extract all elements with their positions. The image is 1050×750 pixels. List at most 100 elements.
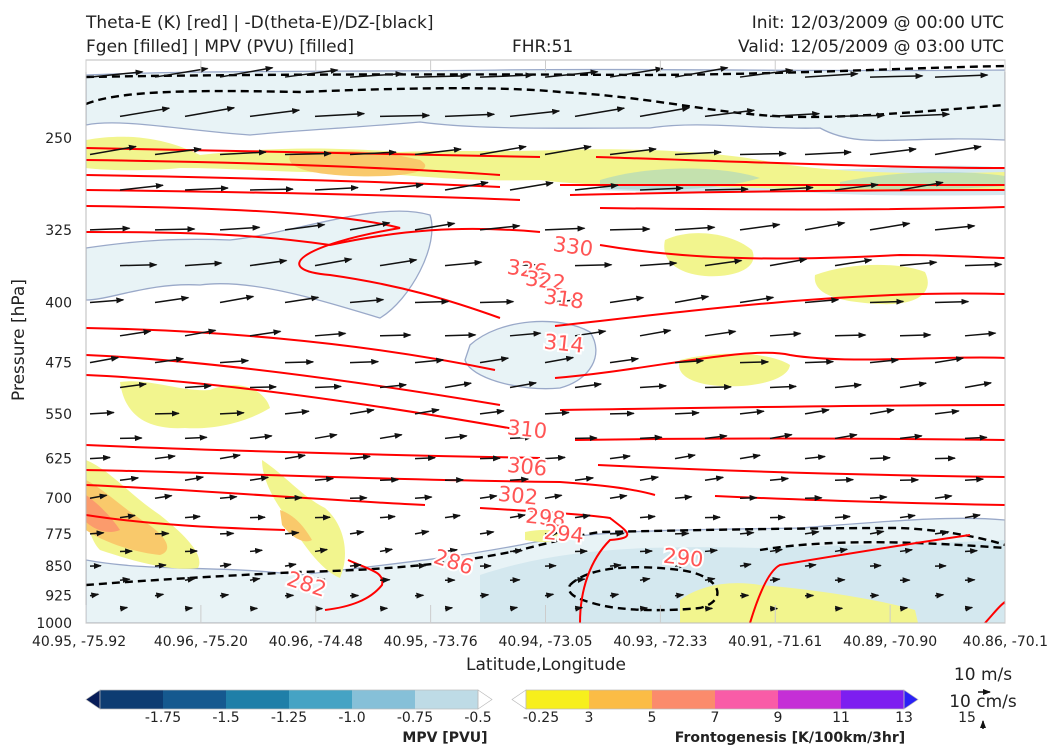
wind-vector [379,432,403,440]
wind-vector [574,106,626,118]
wind-vector [314,547,329,554]
wind-vector [769,476,790,483]
wind-vector [154,66,209,78]
valid-time: Valid: 12/05/2009 @ 03:00 UTC [738,37,1004,57]
dthetae-dz-contour-upper [86,87,1005,119]
wind-vector [249,186,294,193]
wind-vector [544,144,592,156]
wind-vector [869,298,905,305]
theta-e-286 [86,484,629,623]
colorbar-extend-high [477,689,493,710]
wind-vector [414,298,450,305]
wind-vector [674,149,722,156]
wind-vector [704,258,743,267]
wind-vector [934,592,945,599]
wind-vector [834,514,851,521]
wind-vector [89,409,115,416]
wind-vector [219,358,250,365]
wind-vector [154,453,177,460]
wind-vector [739,222,781,231]
y-tick-label: 325 [45,223,72,239]
wind-vector [674,224,716,231]
wind-vector [544,530,560,537]
wind-vector [899,433,923,440]
wind-vector [739,295,775,304]
wind-vector [509,476,530,483]
wind-vector [639,475,660,482]
x-axis-ticks: 40.95, -75.92 40.96, -75.20 40.96, -74.48 4… [32,60,1048,650]
wind-vector [804,297,840,304]
wind-vector [379,514,396,521]
wind-vector [834,257,873,267]
wind-vector [639,605,649,612]
wind-vector [574,329,607,337]
colorbar-tick-label: 7 [711,710,720,726]
theta-e-label-290: 290 [662,544,704,572]
wind-vector [964,381,993,389]
wind-vector [284,409,310,415]
wind-vector [479,493,498,500]
fgen-blob-4 [120,381,270,429]
wind-vector [349,454,372,461]
wind-vector [414,221,456,231]
wind-vector [219,562,232,569]
wind-vector [314,383,343,390]
wind-vector [219,149,267,156]
wind-vector [479,72,534,79]
wind-vector [379,257,418,267]
dthetae-dz-contour-right [759,541,1005,552]
wind-vector [349,529,365,536]
wind-vector [574,475,595,482]
wind-vector [899,547,914,554]
wind-vector [314,432,338,440]
colorbar-tick-label: 9 [774,710,783,726]
wind-vector [639,260,678,267]
colorbar-swatch [589,690,653,709]
y-tick-label: 1000 [36,616,72,632]
wind-vector [674,358,705,365]
wind-vector [934,298,970,305]
wind-vector [674,410,700,417]
mpv-region-center [464,320,597,390]
wind-vector [89,592,100,599]
wind-vector [869,455,892,462]
colorbar-tick-label: -1.5 [212,710,239,726]
wind-vector [609,562,622,569]
theta-e-278-right [749,534,971,623]
colorbar-swatch [289,690,353,709]
wind-vector [314,576,326,583]
wind-vector [479,223,521,231]
wind-vector [574,261,613,268]
wind-vector [89,530,105,537]
wind-vector [119,513,136,520]
fgen-colorbar-title: Frontogenesis [K/100km/3hr] [675,730,905,746]
x-tick-label: 40.95, -75.92 [32,634,126,650]
wind-vector [639,576,651,583]
wind-vector [609,592,620,599]
y-tick-label: 400 [45,295,72,311]
wind-vector [119,475,140,482]
wind-vector [674,592,685,599]
wind-vector [89,144,137,156]
wind-vector [869,529,885,536]
colorbar-swatch [841,690,905,709]
wind-vector [119,106,171,118]
wind-vector [379,332,412,339]
wind-vector [444,381,473,389]
wind-vector [479,592,490,599]
wind-vector [834,432,858,440]
colorbar-extend-high [903,689,919,710]
wind-vector [249,433,273,440]
wind-vector [544,493,563,500]
wind-vector [739,408,765,415]
colorbar-frame [99,689,479,710]
wind-vector [184,475,205,482]
wind-vector [739,562,752,569]
wind-vector [444,513,461,520]
wind-vector [674,294,710,304]
wind-vector [349,358,380,365]
wind-vector [349,297,385,304]
wind-vector [414,73,469,80]
wind-vector [769,432,793,440]
wind-vector [899,259,938,267]
